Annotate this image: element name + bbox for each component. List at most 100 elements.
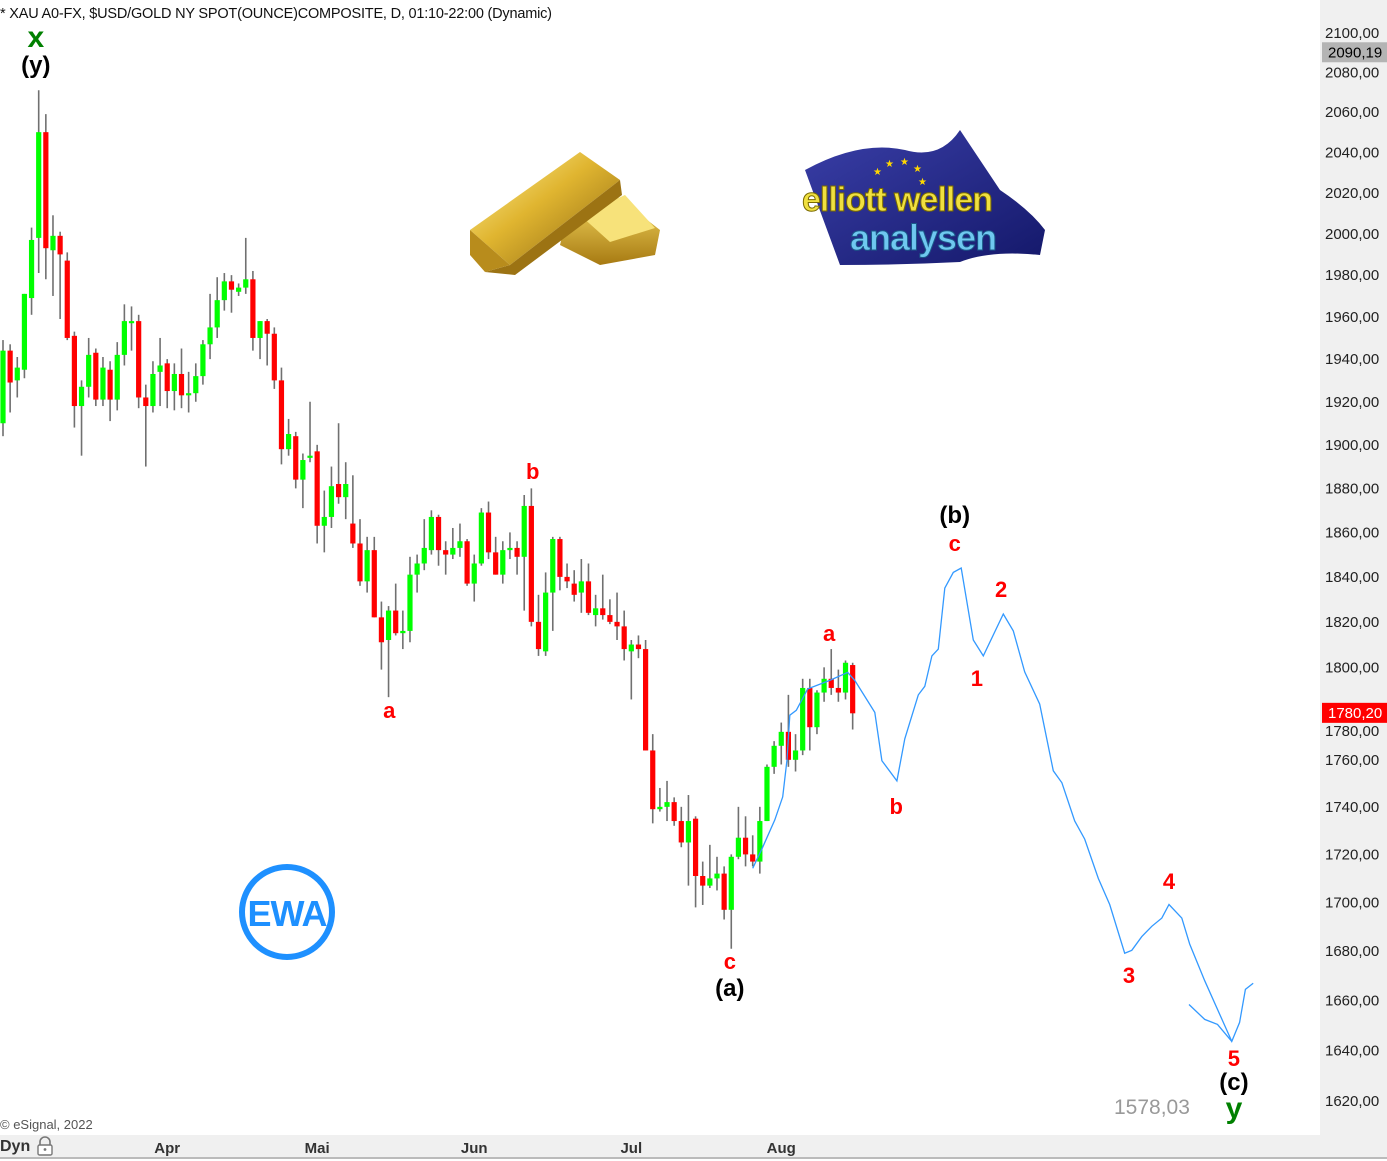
candle-body-down [614,621,620,627]
candle [814,690,820,735]
y-tick-label: 1940,00 [1325,351,1379,368]
candle-body-up [657,806,663,810]
candle-body-down [850,665,856,714]
candle-body-down [335,484,342,498]
dynamic-mode-label[interactable]: Dyn [0,1138,31,1155]
candle [807,678,813,751]
x-tick-label: Jun [460,1140,488,1157]
candle-body-up [307,455,313,458]
candle-body-up [114,354,120,400]
lock-icon[interactable] [36,1136,54,1161]
candle-body-up [478,512,484,564]
candle-body-down [357,543,363,582]
candle-body-up [21,293,28,370]
y-tick-label: 1800,00 [1325,659,1379,676]
candle [678,806,684,848]
candle [800,678,806,756]
candle-body-up [407,574,413,631]
candle-body-down [807,687,813,728]
candle-body-up [792,750,799,760]
y-tick-label: 1840,00 [1325,569,1379,586]
candle-body-up [778,731,784,746]
candle-body-down [464,541,470,584]
candle-body-up [814,692,820,728]
candle-body-down [643,649,649,751]
candle [43,114,49,280]
candle-body-up [842,662,849,693]
gold-bars-icon [470,152,660,275]
candle [764,764,770,822]
candle-body-up [385,610,392,640]
candle-body-up [214,300,220,328]
ewa-badge-text: EWA [247,893,327,934]
candle-body-up [507,547,513,551]
candle-body-up [728,856,734,910]
candle-body-down [250,279,256,338]
candle-body-up [321,516,327,526]
candle-body-up [207,327,213,345]
candle [721,866,727,920]
candle [742,816,749,867]
candle [385,606,392,698]
candle [493,536,499,575]
price-axis[interactable] [1320,0,1387,1135]
candle [50,215,56,296]
candle [200,340,206,385]
candle-body-down [228,281,235,290]
candle [93,348,99,407]
candle [321,490,327,553]
x-tick-label: Aug [766,1140,796,1157]
candle [792,734,799,772]
y-tick-label: 1660,00 [1325,993,1379,1010]
candle [86,337,92,398]
candle-body-up [457,541,463,548]
y-tick-label: 1780,00 [1325,723,1379,740]
svg-text:★: ★ [885,159,894,170]
candle [543,572,549,656]
candle-body-up [171,373,177,392]
candle-body-up [500,550,506,575]
candle [550,536,556,631]
candle-body-up [714,873,720,879]
y-tick-label: 2080,00 [1325,64,1379,81]
projection-target-label: 1578,03 [1114,1096,1190,1119]
candle-body-up [193,376,199,394]
candle [600,574,606,620]
candle-body-down [57,235,63,255]
wave-label: b [526,459,540,485]
candle-body-up [14,367,20,381]
candle-body-down [271,333,277,381]
candle-body-up [328,486,335,517]
candle [400,610,406,650]
candle [507,532,513,560]
candle [114,342,120,411]
candle-body-up [343,484,349,498]
candle [371,536,377,618]
wave-label: (c) [1219,1068,1249,1096]
candle-body-down [700,875,706,886]
candle [750,835,756,867]
candle [236,283,242,296]
y-tick-label: 1820,00 [1325,614,1379,631]
y-tick-label: 1680,00 [1325,943,1379,960]
candle [771,741,777,774]
time-axis[interactable]: Dyn Apr Mai Jun Jul Aug [0,1135,1387,1159]
candle-body-up [450,547,456,555]
candle-body-down [678,821,684,843]
candle-body-down [828,678,834,688]
candle-body-down [378,617,385,643]
candle-body-down [750,854,756,862]
candle-body-up [243,279,249,288]
candle [186,371,192,413]
candle [64,252,70,341]
candle-body-up [121,321,127,355]
y-tick-label: 2060,00 [1325,104,1379,121]
candle-body-up [100,367,106,400]
candle [557,536,563,591]
candle [128,306,135,351]
x-tick-label: Jul [620,1140,643,1157]
candle-body-up [764,766,770,822]
candle-body-down [671,802,677,822]
wave-label: a [383,698,396,724]
